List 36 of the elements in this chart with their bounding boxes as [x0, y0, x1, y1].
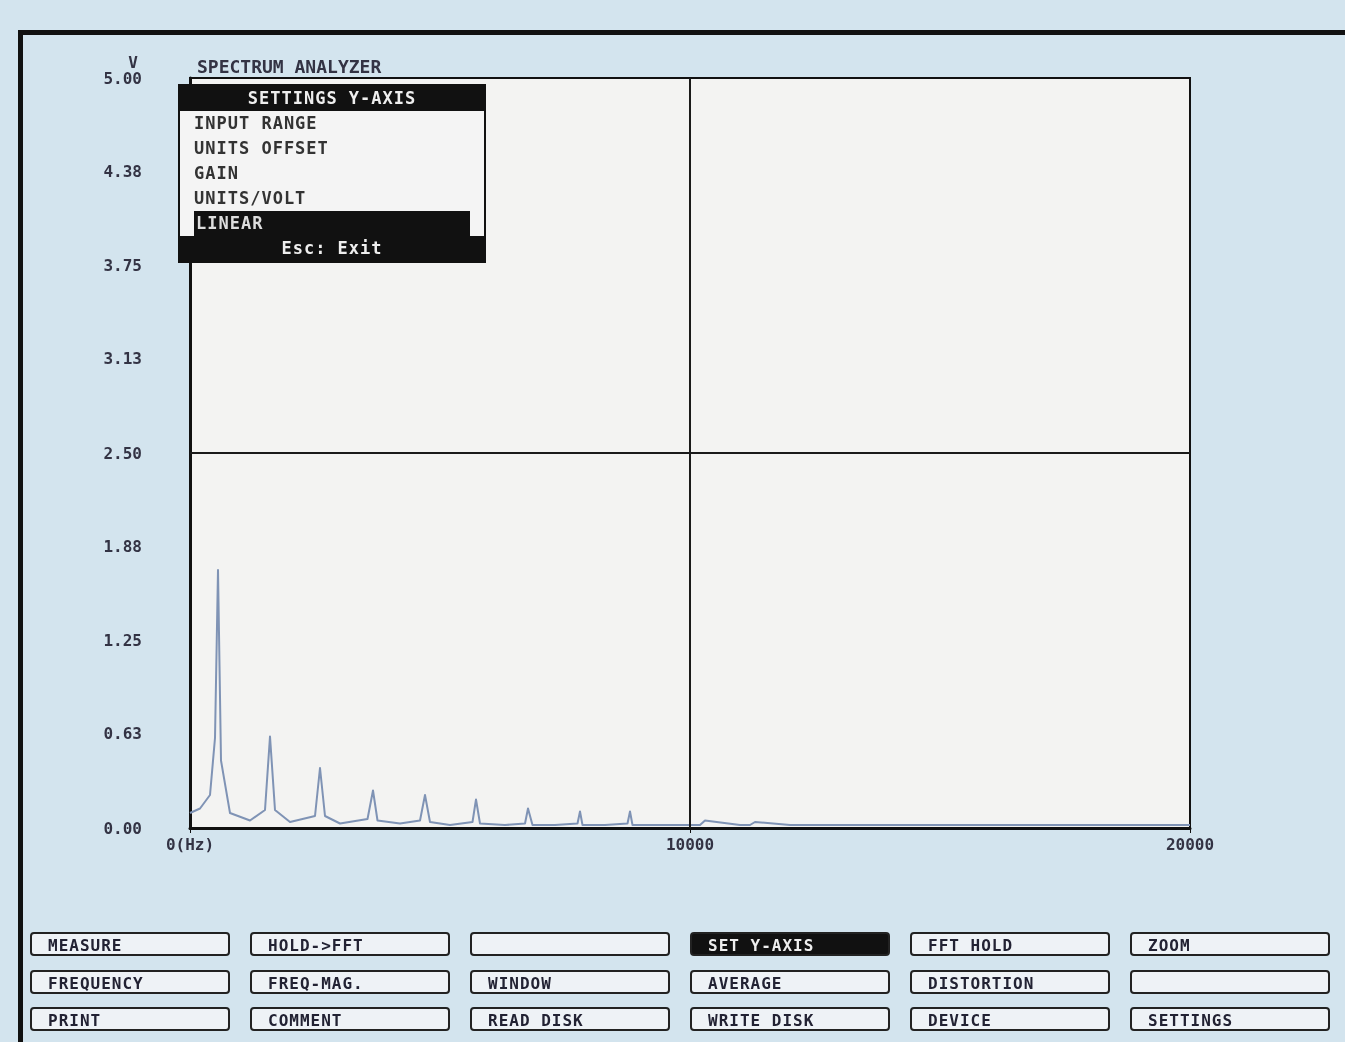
annotation: INPUT RANGE [193, 112, 319, 135]
y-tick-label: 1.88 [103, 536, 142, 556]
chart-title: SPECTRUM ANALYZER [197, 55, 382, 77]
text: DEVICE [910, 1007, 1110, 1031]
text: FREQUENCY [30, 970, 230, 994]
text: ZOOM [1130, 932, 1330, 956]
text: DISTORTION [910, 970, 1110, 994]
y-tick-label: 0.63 [103, 724, 142, 743]
text: PRINT [30, 1007, 230, 1031]
y-tick-label: 2.50 [103, 443, 142, 463]
y-tick-label: 1.25 [103, 631, 142, 650]
text: SETTINGS [1130, 1007, 1330, 1031]
y-tick-label: 3.13 [103, 349, 142, 368]
x-tick-label: 10000 [665, 834, 715, 854]
y-tick-label: 0.00 [103, 818, 142, 838]
x-tick-label: 0(Hz) [165, 834, 215, 854]
text: FREQ-MAG. [250, 970, 450, 994]
text: MEASURE [30, 932, 230, 956]
text: COMMENT [250, 1007, 450, 1031]
y-tick-label: 4.38 [103, 161, 142, 181]
annotation: GAIN [193, 162, 240, 185]
x-tick-label: 20000 [1165, 834, 1215, 854]
text: WRITE DISK [690, 1007, 890, 1031]
annotation: UNITS/VOLT [193, 187, 308, 210]
text: READ DISK [470, 1007, 670, 1031]
annotation: SETTINGS Y-AXIS [180, 86, 484, 111]
annotation: Esc: Exit [180, 236, 484, 261]
text: AVERAGE [690, 970, 890, 994]
text: WINDOW [470, 970, 670, 994]
text: FFT HOLD [910, 932, 1110, 956]
annotation: LINEAR [194, 211, 470, 236]
text: HOLD->FFT [250, 932, 450, 956]
text: SET Y-AXIS [690, 932, 890, 956]
line-series [189, 569, 1191, 826]
annotation: UNITS OFFSET [193, 137, 330, 160]
y-tick-label: 3.75 [103, 256, 142, 275]
